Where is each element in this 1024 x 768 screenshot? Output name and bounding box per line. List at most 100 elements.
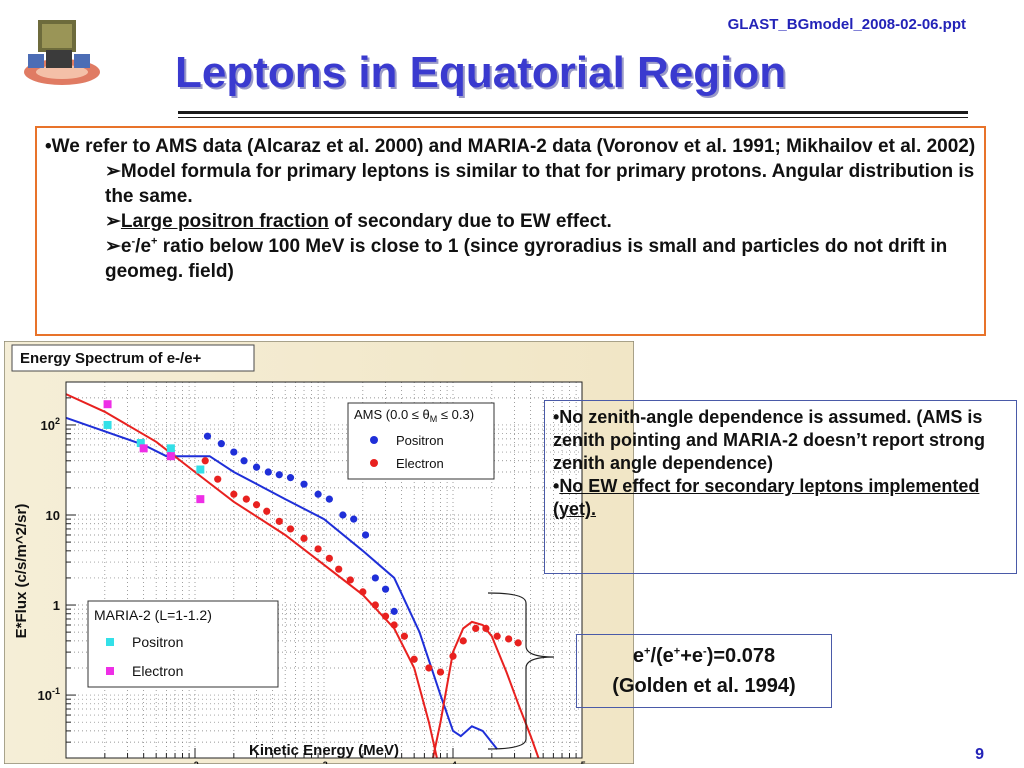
superscript: + [673, 645, 681, 658]
ams-electron-point [459, 637, 467, 645]
slide-title: Leptons in Equatorial Region [175, 48, 787, 97]
x-tick-label: 104 [437, 760, 456, 764]
ams-electron-point [425, 664, 433, 672]
ams-positron-point [339, 511, 347, 519]
legend-ams-title: AMS (0.0 ≤ θM ≤ 0.3) [354, 407, 474, 424]
bullet-4-mid: /e [135, 236, 152, 257]
ams-electron-point [400, 632, 408, 640]
ams-electron-point [300, 534, 308, 542]
bullet-4-rest: ratio below 100 MeV is close to 1 (since… [105, 236, 948, 282]
brace-annotation [487, 592, 555, 750]
ams-electron-point [472, 624, 480, 633]
maria-2-electron-point [166, 452, 175, 461]
ams-electron-point [230, 490, 238, 498]
ams-positron-point [325, 495, 333, 503]
chart-title-box [11, 344, 255, 372]
legend-maria-electron-label: Electron [132, 663, 183, 679]
ams-positron-point [240, 457, 248, 465]
legend-maria: MARIA-2 (L=1-1.2) Positron Electron [87, 600, 279, 688]
y-tick-label: 1 [53, 598, 60, 613]
ratio-formula: e+/(e++e-)=0.078 [577, 641, 831, 671]
ams-positron-point [286, 474, 295, 482]
ams-positron-point [390, 607, 398, 615]
page-number: 9 [975, 746, 984, 763]
ams-electron-point [346, 576, 354, 584]
maria-2-positron-point [136, 439, 145, 448]
legend-ams-electron-marker [370, 459, 378, 467]
ams-electron-point [381, 612, 390, 620]
model-secondary-curve [432, 620, 540, 759]
bullet-4: ➢e-/e+ ratio below 100 MeV is close to 1… [45, 234, 976, 284]
ams-electron-point [314, 545, 322, 553]
x-tick-label: 103 [308, 760, 327, 764]
bullet-1: •We refer to AMS data (Alcaraz et al. 20… [45, 136, 976, 157]
bullet-3-rest: of secondary due to EW effect. [328, 211, 612, 232]
maria-2-electron-point [139, 444, 148, 453]
axis-ticks: 10 102 103 104 105 10-1 1 10 102 [38, 381, 586, 764]
ratio-citation: (Golden et al. 1994) [612, 675, 796, 697]
ams-positron-point [230, 448, 238, 456]
data-points [103, 400, 522, 676]
ams-electron-point [335, 565, 343, 573]
legend-maria-positron-label: Positron [132, 634, 183, 650]
title-rule [178, 111, 968, 114]
ratio-part: +e [680, 645, 704, 667]
ams-electron-point [390, 621, 398, 629]
bullet-box: •We refer to AMS data (Alcaraz et al. 20… [35, 126, 986, 336]
legend-ams: AMS (0.0 ≤ θM ≤ 0.3) Positron Electron [347, 402, 495, 480]
bullet-glyph: • [553, 476, 560, 496]
chart-title: Energy Spectrum of e-/e+ [20, 350, 202, 367]
model-positron-curve [65, 416, 498, 750]
model-electron-curve [65, 393, 438, 759]
ams-positron-point [275, 471, 283, 479]
ratio-box: e+/(e++e-)=0.078 (Golden et al. 1994) [576, 634, 832, 708]
note-1: •No zenith-angle dependence is assumed. … [553, 407, 985, 473]
legend-ams-positron-marker [370, 436, 378, 444]
note-2-underlined: No EW effect for secondary leptons imple… [553, 476, 980, 519]
arrow-glyph: ➢ [105, 211, 121, 232]
ams-electron-point [214, 475, 222, 483]
maria-2-positron-point [166, 444, 175, 453]
ams-positron-point [217, 440, 225, 448]
ams-positron-point [300, 480, 308, 488]
legend-maria-positron-marker [106, 638, 114, 646]
notes-box: •No zenith-angle dependence is assumed. … [544, 400, 1017, 574]
ratio-part: /(e [650, 645, 674, 667]
bullet-3: ➢Large positron fraction of secondary du… [45, 209, 976, 234]
ams-positron-point [361, 531, 370, 539]
x-tick-label: 10 [53, 762, 67, 764]
ams-positron-point [203, 432, 212, 440]
ams-positron-point [350, 515, 358, 523]
maria-2-positron-point [196, 465, 205, 474]
maria-2-electron-point [103, 400, 112, 409]
legend-maria-box [87, 600, 279, 688]
ams-electron-point [263, 507, 271, 515]
ams-electron-point [242, 495, 250, 503]
ams-electron-point [359, 588, 367, 596]
superscript: - [703, 645, 707, 658]
maria-2-positron-point [103, 420, 112, 429]
legend-maria-title: MARIA-2 (L=1-1.2) [94, 607, 212, 623]
x-axis-label: Kinetic Energy (MeV) [249, 742, 399, 759]
energy-spectrum-chart: Energy Spectrum of e-/e+ 10 102 103 104 105 1… [4, 341, 634, 764]
model-curves [65, 393, 540, 759]
legend-ams-positron-label: Positron [396, 433, 444, 448]
ams-electron-point [275, 517, 283, 525]
ams-electron-point [286, 525, 295, 533]
maria-2-electron-point [196, 495, 205, 504]
ams-positron-point [371, 574, 379, 582]
file-name: GLAST_BGmodel_2008-02-06.ppt [727, 16, 966, 33]
ams-electron-point [201, 457, 209, 465]
ams-positron-point [314, 490, 322, 498]
ams-positron-point [252, 463, 261, 471]
ams-electron-point [325, 554, 333, 562]
ams-electron-point [371, 601, 379, 609]
underlined-text: Large positron fraction [120, 211, 329, 232]
note-2: •No EW effect for secondary leptons impl… [553, 475, 1008, 521]
ams-electron-point [410, 655, 418, 663]
y-axis-label: E*Flux (c/s/m^2/sr) [13, 504, 30, 639]
legend-ams-electron-label: Electron [396, 456, 444, 471]
x-tick-label: 105 [566, 760, 585, 764]
x-tick-label: 102 [179, 760, 198, 764]
ams-positron-point [381, 585, 390, 593]
